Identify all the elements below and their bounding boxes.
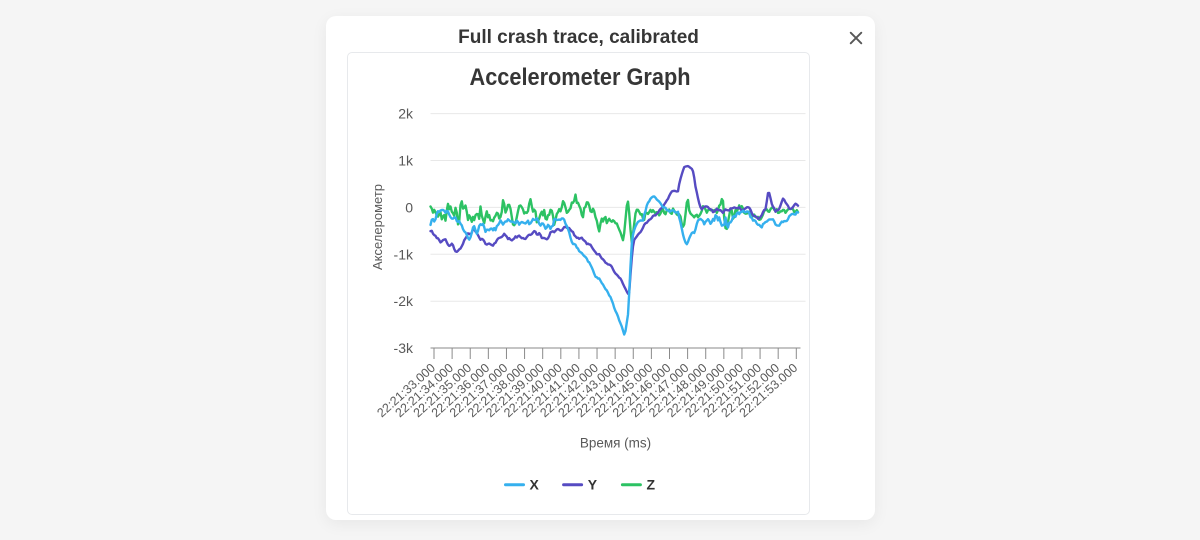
svg-text:0: 0 xyxy=(405,199,413,215)
svg-text:Z: Z xyxy=(646,477,655,493)
svg-text:-1k: -1k xyxy=(393,246,413,262)
svg-text:Accelerometer Graph: Accelerometer Graph xyxy=(469,64,690,91)
svg-text:Акселерометр: Акселерометр xyxy=(370,184,385,270)
svg-text:Y: Y xyxy=(587,477,597,493)
svg-text:X: X xyxy=(529,477,539,493)
svg-text:Время (ms): Время (ms) xyxy=(579,436,650,451)
svg-text:-3k: -3k xyxy=(393,340,413,356)
svg-text:2k: 2k xyxy=(398,106,414,122)
svg-text:-2k: -2k xyxy=(393,293,413,309)
svg-text:1k: 1k xyxy=(398,153,414,169)
